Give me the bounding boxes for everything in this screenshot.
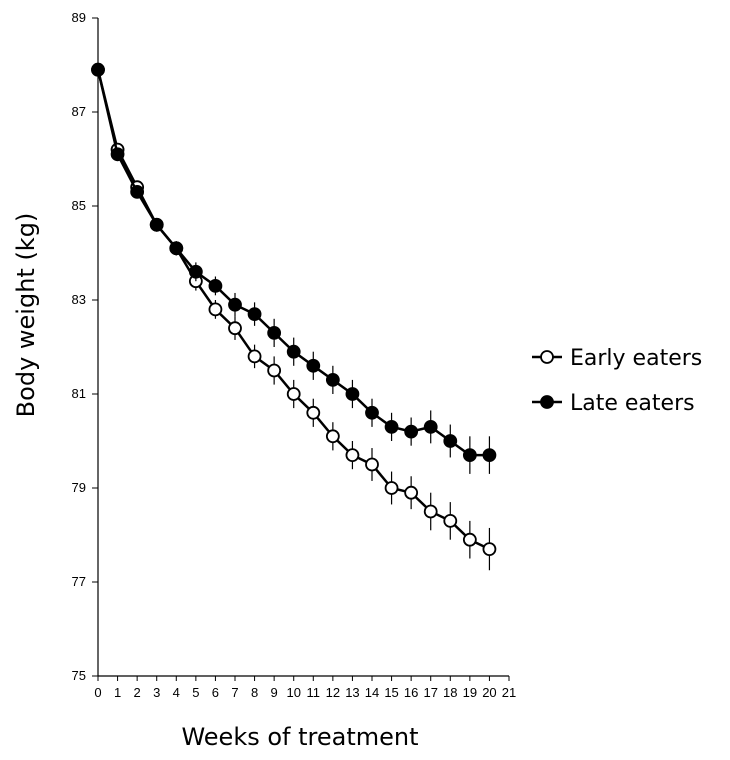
legend-open-marker — [540, 350, 554, 364]
filled-point — [91, 62, 105, 77]
x-tick-label: 14 — [365, 685, 379, 700]
x-tick-label: 3 — [153, 685, 160, 700]
y-tick-label: 85 — [72, 198, 86, 213]
x-tick-label: 20 — [482, 685, 496, 700]
open-point — [384, 481, 399, 495]
y-tick-label: 79 — [72, 480, 86, 495]
filled-point — [482, 448, 497, 463]
series-line — [96, 69, 490, 551]
x-tick-label: 12 — [326, 685, 340, 700]
filled-point — [208, 278, 223, 293]
filled-point — [325, 372, 340, 387]
open-point — [404, 485, 419, 500]
x-tick-label: 4 — [173, 685, 180, 700]
x-tick-label: 10 — [286, 685, 300, 700]
series-late-eaters — [91, 62, 497, 474]
y-tick-label: 83 — [72, 292, 86, 307]
filled-point — [365, 405, 379, 420]
open-point — [325, 429, 340, 444]
x-tick-label: 6 — [212, 685, 219, 700]
open-point — [423, 504, 438, 519]
filled-point — [110, 147, 125, 162]
filled-point — [404, 424, 419, 439]
x-tick-label: 17 — [423, 685, 437, 700]
x-tick-label: 9 — [271, 685, 278, 700]
filled-point — [130, 184, 145, 199]
x-tick-label: 13 — [345, 685, 359, 700]
axes — [97, 18, 509, 677]
open-point — [345, 448, 360, 463]
filled-point — [169, 241, 184, 256]
y-tick-label: 89 — [72, 10, 86, 25]
filled-point — [228, 297, 242, 312]
x-tick-label: 21 — [502, 685, 516, 700]
open-point — [228, 321, 242, 336]
legend-label: Early eaters — [570, 346, 702, 371]
x-tick-label: 1 — [114, 685, 121, 700]
filled-point — [247, 307, 262, 322]
filled-point — [384, 419, 399, 434]
x-axis-title: Weeks of treatment — [181, 723, 418, 751]
x-tick-label: 7 — [231, 685, 238, 700]
series-layer — [91, 62, 497, 571]
filled-point — [443, 434, 458, 448]
open-point — [208, 302, 223, 317]
y-tick-label: 77 — [72, 574, 86, 589]
filled-point — [286, 344, 301, 359]
x-tick-label: 11 — [307, 685, 321, 700]
legend-label: Late eaters — [570, 391, 695, 416]
filled-point — [462, 448, 477, 463]
filled-point — [345, 387, 360, 401]
open-point — [443, 514, 458, 528]
legend-filled-marker — [540, 395, 554, 409]
open-point — [306, 405, 321, 420]
x-tick-label: 16 — [404, 685, 418, 700]
open-point — [482, 542, 497, 556]
x-tick-label: 0 — [94, 685, 101, 700]
x-tick-label: 8 — [251, 685, 258, 700]
y-axis-title: Body weight (kg) — [12, 213, 40, 418]
filled-point — [423, 419, 438, 434]
x-tick-label: 5 — [192, 685, 199, 700]
filled-point — [306, 358, 321, 373]
series-early-eaters — [91, 62, 497, 571]
open-point — [462, 532, 477, 547]
x-tick-label: 2 — [134, 685, 141, 700]
y-tick-label: 87 — [72, 104, 86, 119]
legend: Early eaters Late eaters — [532, 346, 702, 416]
open-point — [247, 349, 262, 364]
y-tick-label: 75 — [72, 668, 86, 683]
open-point — [286, 387, 301, 401]
filled-point — [188, 264, 203, 279]
open-point — [365, 457, 379, 472]
x-tick-label: 19 — [463, 685, 477, 700]
filled-point — [149, 217, 164, 232]
x-tick-label: 18 — [443, 685, 457, 700]
filled-point — [267, 325, 282, 340]
x-tick-label: 15 — [384, 685, 398, 700]
y-tick-label: 81 — [72, 386, 86, 401]
open-point — [267, 363, 282, 378]
